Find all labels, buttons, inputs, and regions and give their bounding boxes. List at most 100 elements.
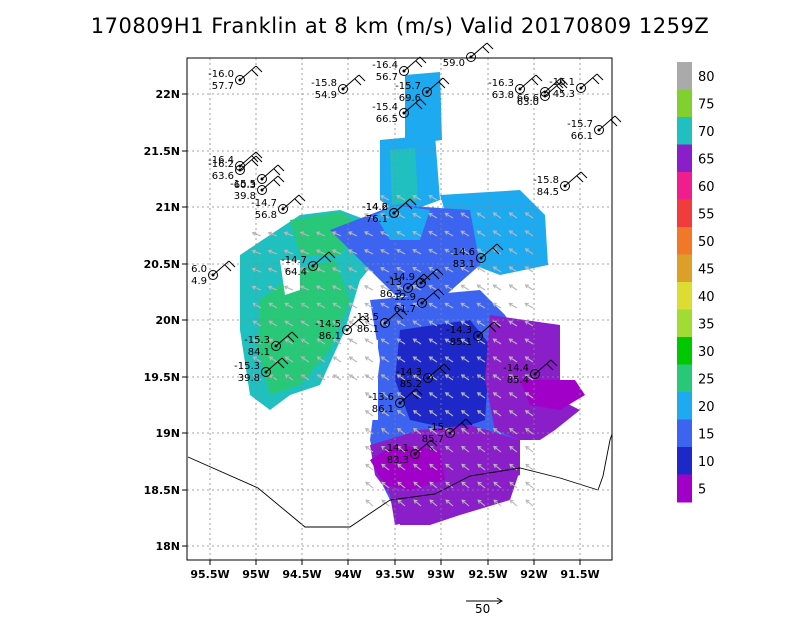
wind-barb-flag — [430, 439, 438, 447]
colorbar-swatch — [677, 447, 692, 475]
station-plot: -14.764.4 — [281, 251, 336, 278]
wind-vector — [461, 320, 470, 327]
colorbar-label: 35 — [698, 318, 715, 333]
station-value-label: 86.1 — [357, 324, 379, 335]
wind-barb — [265, 357, 283, 373]
wind-vector-head — [267, 267, 273, 272]
wind-barb-flag — [556, 81, 564, 89]
station-marker — [540, 91, 550, 101]
station-value-label: 83.1 — [453, 259, 475, 270]
wind-vector — [397, 463, 406, 471]
lat-tick-label: 20.5N — [144, 258, 180, 271]
wind-vector — [525, 248, 534, 255]
station-temp-label: -14.5 — [315, 319, 341, 330]
wind-vector-head — [524, 320, 529, 325]
wind-barb-flag — [556, 85, 564, 93]
wind-speed-patch — [370, 445, 445, 490]
wind-barb — [544, 77, 562, 93]
wind-vector-head — [252, 302, 257, 307]
wind-barb-flag — [437, 288, 445, 296]
wind-vector-head — [444, 248, 449, 253]
wind-vector-head — [332, 374, 338, 379]
station-marker — [515, 84, 525, 94]
wind-vector-head — [476, 212, 481, 217]
wind-vector — [509, 374, 518, 381]
wind-vector-head — [508, 356, 513, 361]
wind-vector-head — [460, 266, 465, 271]
wind-vector-head — [364, 392, 370, 397]
wind-vector — [285, 320, 294, 327]
wind-vector-head — [493, 481, 498, 486]
wind-vector — [413, 338, 422, 345]
wind-vector-head — [283, 231, 289, 236]
wind-barb-flag — [362, 315, 370, 323]
wind-vector-head — [364, 427, 370, 433]
wind-vector-head — [428, 320, 433, 325]
wind-vectors — [251, 194, 534, 507]
wind-vector-head — [381, 445, 386, 450]
wind-barb-flag — [580, 171, 588, 179]
station-value-label: 60.3 — [234, 180, 256, 191]
wind-vector — [509, 338, 518, 345]
wind-vector-head — [412, 302, 417, 307]
wind-vector — [428, 195, 438, 201]
wind-barb — [342, 74, 360, 90]
wind-barb-flag — [531, 78, 539, 86]
wind-vector — [364, 302, 374, 309]
wind-vector-head — [428, 248, 433, 253]
wind-barb-flag — [442, 77, 450, 85]
wind-vector-head — [492, 230, 497, 235]
station-plot: -16.263.6 — [208, 155, 263, 182]
wind-vector-head — [347, 267, 353, 272]
wind-vector — [396, 195, 406, 201]
wind-vector-head — [364, 374, 370, 379]
wind-barb-flag — [358, 319, 366, 327]
wind-barb-flag — [277, 361, 285, 369]
wind-barb-flag — [535, 74, 543, 82]
wind-vector-head — [476, 320, 481, 325]
station-temp-label: -13 — [386, 277, 402, 288]
station-temp-label: -15.8 — [533, 175, 559, 186]
wind-vector-head — [508, 392, 514, 397]
station-marker — [278, 204, 288, 214]
wind-speed-patch — [290, 212, 360, 255]
wind-vector-head — [413, 463, 418, 468]
wind-barb-flag — [465, 418, 473, 426]
wind-vector-head — [380, 231, 385, 236]
wind-speed-patch — [330, 205, 480, 300]
wind-vector — [445, 320, 454, 327]
wind-vector — [429, 338, 438, 345]
wind-barb-flag — [291, 331, 299, 339]
map-title: 170809H1 Franklin at 8 km (m/s) Valid 20… — [90, 14, 710, 38]
wind-barb-flag — [482, 46, 490, 54]
wind-vector — [365, 446, 374, 453]
wind-vector-head — [283, 249, 289, 254]
wind-vector-head — [380, 195, 385, 200]
wind-barb — [282, 194, 300, 210]
wind-vector — [509, 392, 518, 399]
station-plot: -14.676.1 — [362, 198, 417, 225]
wind-barb-flag — [489, 325, 497, 333]
wind-vector — [268, 250, 278, 255]
wind-barb — [426, 77, 444, 93]
wind-vector — [332, 249, 342, 255]
wind-vector — [317, 338, 326, 345]
axis-ticks: 95.5W 95W 94.5W 94W 93.5W 93W 92.5W 92W 91.5W 22N… — [144, 88, 600, 581]
wind-vector-head — [428, 194, 433, 199]
wind-vector — [412, 285, 422, 291]
wind-vector — [428, 285, 438, 291]
wind-barb — [580, 73, 598, 89]
wind-vector — [412, 231, 422, 237]
wind-vector — [253, 356, 262, 363]
wind-vector — [412, 213, 422, 219]
wind-vector — [284, 286, 294, 291]
station-marker — [410, 449, 420, 459]
wind-vector-head — [413, 445, 418, 450]
wind-vector-head — [315, 285, 321, 290]
wind-barb-flag — [546, 363, 554, 371]
wind-vector — [332, 285, 342, 291]
wind-vector — [413, 446, 422, 453]
wind-vector-head — [428, 356, 433, 361]
wind-vector-head — [476, 392, 482, 397]
wind-vector — [412, 249, 422, 255]
